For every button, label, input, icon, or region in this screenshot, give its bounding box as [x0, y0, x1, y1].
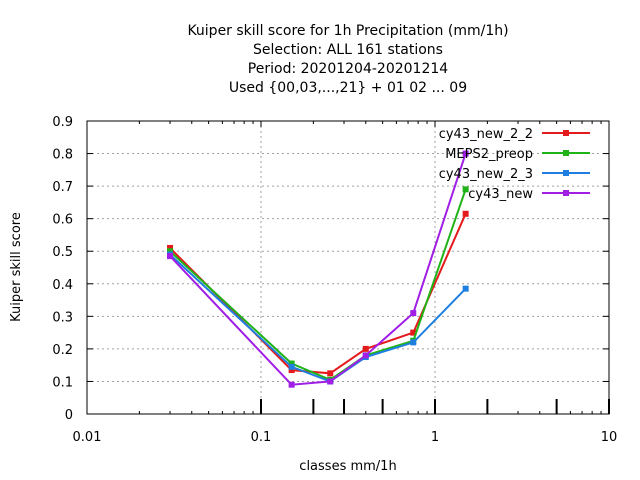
x-tick-label: 0.1	[251, 430, 272, 445]
plot-frame	[86, 120, 610, 415]
data-point	[327, 370, 334, 377]
legend-marker	[563, 150, 569, 156]
y-tick-label: 0.2	[52, 343, 73, 358]
y-tick-label: 0.1	[52, 375, 73, 390]
data-point	[462, 150, 469, 157]
legend-label: cy43_new	[468, 187, 533, 202]
data-point	[462, 186, 469, 193]
data-point	[327, 378, 334, 385]
y-tick-label: 0.4	[52, 278, 73, 293]
series-line	[169, 189, 467, 381]
y-tick-label: 0.5	[52, 245, 73, 260]
data-point	[288, 360, 295, 367]
y-tick-label: 0	[65, 408, 73, 423]
data-point	[462, 285, 469, 292]
data-point	[410, 310, 417, 317]
y-tick-label: 0.3	[52, 310, 73, 325]
y-axis-label: Kuiper skill score	[9, 212, 24, 322]
y-tick-label: 0.9	[52, 115, 73, 130]
legend-marker	[563, 170, 569, 176]
data-point	[167, 253, 174, 260]
data-point	[362, 352, 369, 359]
x-axis-label: classes mm/1h	[299, 459, 396, 474]
legend-label: MEPS2_preop	[445, 147, 533, 162]
y-tick-label: 0.8	[52, 148, 73, 163]
data-point	[288, 363, 295, 370]
y-tick-label: 0.7	[52, 180, 73, 195]
x-tick-label: 0.01	[73, 430, 102, 445]
data-point	[167, 244, 174, 251]
legend: cy43_new_2_2 MEPS2_preop cy43_new_2_3 cy43_…	[439, 127, 590, 202]
data-point	[362, 345, 369, 352]
y-tick-label: 0.6	[52, 213, 73, 228]
series-lines	[167, 150, 469, 388]
data-point	[167, 248, 174, 255]
legend-marker	[563, 130, 569, 136]
axis-ticks: 0 0.1 0.2 0.3 0.4 0.5 0.6 0.7 0.8 0.9 0.01 0.1 1 10	[52, 115, 617, 445]
chart-title: Kuiper skill score for 1h Precipitation …	[187, 23, 508, 96]
legend-label: cy43_new_2_2	[439, 127, 533, 142]
legend-label: cy43_new_2_3	[439, 167, 533, 182]
data-point	[410, 339, 417, 346]
data-point	[462, 210, 469, 217]
x-tick-label: 10	[601, 430, 618, 445]
x-tick-label: 1	[431, 430, 439, 445]
title-line: Used {00,03,...,21} + 01 02 ... 09	[229, 80, 467, 96]
series-line	[169, 153, 467, 386]
data-point	[410, 329, 417, 336]
data-point	[288, 381, 295, 388]
title-line: Kuiper skill score for 1h Precipitation …	[187, 23, 508, 39]
title-line: Period: 20201204-20201214	[248, 61, 448, 77]
legend-marker	[563, 190, 569, 196]
title-line: Selection: ALL 161 stations	[253, 42, 443, 58]
data-point	[288, 367, 295, 374]
